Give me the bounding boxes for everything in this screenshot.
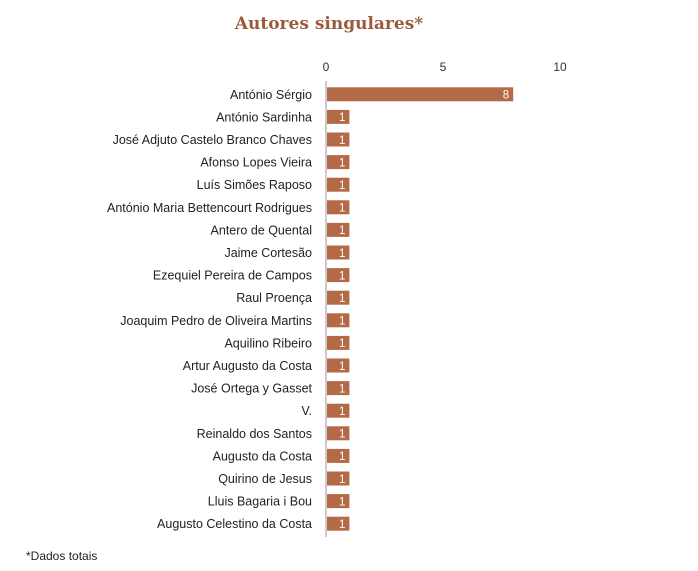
data-labels: 8 1 1 1 1 1 1 1 1 1 1 1 1 1 1 1 1 1 1 1 — [339, 90, 509, 531]
data-label: 1 — [339, 225, 345, 237]
bar — [327, 381, 350, 396]
x-tick-label: 10 — [553, 60, 567, 74]
bar — [327, 335, 350, 350]
category-label: Augusto Celestino da Costa — [157, 517, 312, 531]
data-label: 1 — [339, 316, 345, 328]
data-label: 1 — [339, 496, 345, 508]
bar — [327, 494, 350, 509]
data-label: 1 — [339, 157, 345, 169]
category-label: Luís Simões Raposo — [197, 178, 312, 192]
chart-title: Autores singulares* — [234, 14, 423, 34]
category-label: Antero de Quental — [211, 223, 312, 237]
data-label: 1 — [339, 203, 345, 215]
bar — [327, 268, 350, 283]
bar — [327, 448, 350, 463]
category-label: Artur Augusto da Costa — [183, 359, 312, 373]
category-label: Jaime Cortesão — [224, 246, 312, 260]
bar — [327, 155, 350, 170]
data-label: 1 — [339, 293, 345, 305]
category-label: António Sardinha — [216, 110, 312, 124]
category-label: José Adjuto Castelo Branco Chaves — [113, 133, 312, 147]
bar — [327, 471, 350, 486]
category-label: Raul Proença — [236, 291, 312, 305]
bar — [327, 87, 514, 102]
bar — [327, 516, 350, 531]
x-tick-label: 5 — [440, 60, 447, 74]
data-label: 1 — [339, 519, 345, 531]
bar — [327, 358, 350, 373]
data-label: 1 — [339, 361, 345, 373]
category-label: Quirino de Jesus — [218, 472, 312, 486]
data-label: 1 — [339, 406, 345, 418]
bar — [327, 222, 350, 237]
footnote: *Dados totais — [26, 549, 97, 563]
category-label: António Maria Bettencourt Rodrigues — [107, 201, 312, 215]
bar — [327, 200, 350, 215]
bar — [327, 245, 350, 260]
data-label: 1 — [339, 429, 345, 441]
data-label: 1 — [339, 474, 345, 486]
category-label: António Sérgio — [230, 88, 312, 102]
category-label: Reinaldo dos Santos — [197, 427, 312, 441]
category-label: Afonso Lopes Vieira — [200, 156, 312, 170]
category-label: Joaquim Pedro de Oliveira Martins — [120, 314, 312, 328]
category-label: Aquilino Ribeiro — [224, 336, 312, 350]
bar — [327, 290, 350, 305]
category-label: Lluis Bagaria i Bou — [208, 495, 312, 509]
category-label: Augusto da Costa — [213, 449, 312, 463]
data-label: 1 — [339, 451, 345, 463]
data-label: 1 — [339, 248, 345, 260]
data-label: 1 — [339, 112, 345, 124]
bar — [327, 177, 350, 192]
data-label: 1 — [339, 383, 345, 395]
bars — [327, 87, 514, 531]
data-label: 8 — [503, 90, 509, 102]
category-label: Ezequiel Pereira de Campos — [153, 269, 312, 283]
bar — [327, 403, 350, 418]
bar — [327, 426, 350, 441]
bar — [327, 132, 350, 147]
x-tick-label: 0 — [323, 60, 330, 74]
data-label: 1 — [339, 180, 345, 192]
category-label: V. — [301, 404, 312, 418]
bar — [327, 313, 350, 328]
category-labels: António Sérgio António Sardinha José Adjut… — [107, 88, 313, 531]
data-label: 1 — [339, 135, 345, 147]
data-label: 1 — [339, 270, 345, 282]
data-label: 1 — [339, 338, 345, 350]
x-axis-ticks: 0 5 10 — [323, 60, 567, 74]
bar — [327, 109, 350, 124]
category-label: José Ortega y Gasset — [191, 382, 312, 396]
